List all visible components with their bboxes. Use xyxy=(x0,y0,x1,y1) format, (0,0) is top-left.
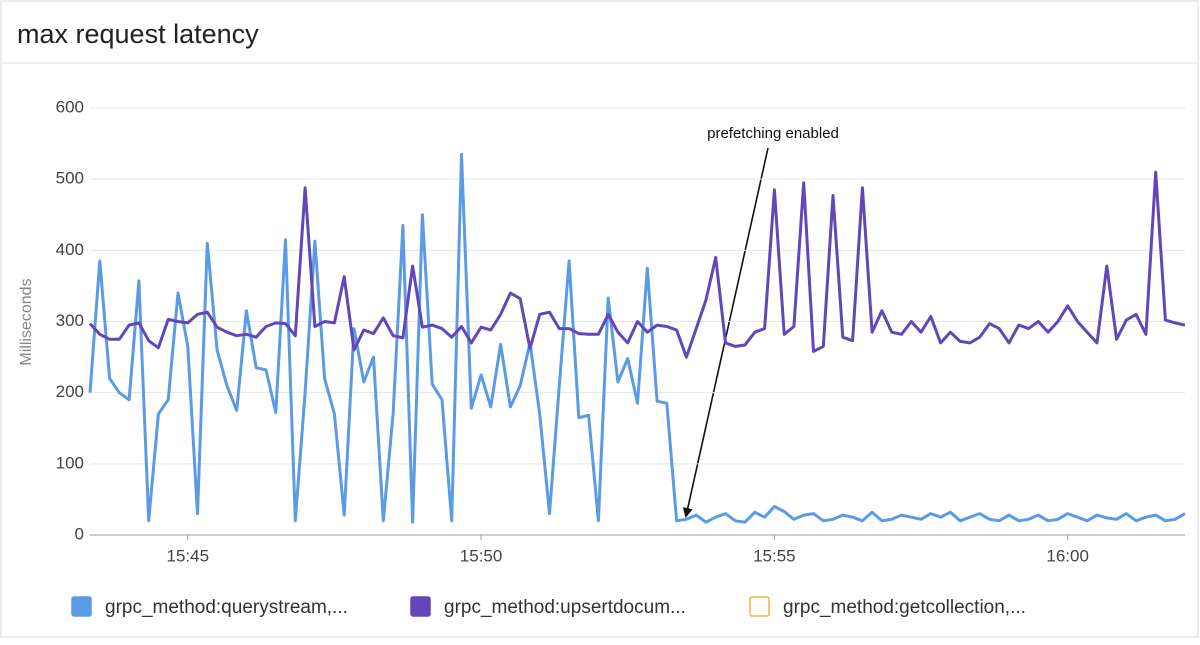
y-tick-label: 300 xyxy=(56,311,84,330)
legend-swatch xyxy=(410,596,431,617)
series-line xyxy=(88,152,1186,524)
y-tick-label: 400 xyxy=(56,240,84,259)
legend-label[interactable]: grpc_method:querystream,... xyxy=(105,597,348,618)
y-axis-label: Milliseconds xyxy=(18,278,35,365)
y-tick-label: 500 xyxy=(56,169,84,188)
y-tick-label: 0 xyxy=(75,524,84,543)
x-tick-label: 16:00 xyxy=(1046,546,1089,565)
series-line xyxy=(88,170,1186,359)
annotation: prefetching enabled xyxy=(707,125,839,142)
legend-label[interactable]: grpc_method:upsertdocum... xyxy=(444,597,686,618)
y-tick-label: 100 xyxy=(56,453,84,472)
chart-title: max request latency xyxy=(17,19,259,49)
legend-swatch xyxy=(749,596,770,617)
y-tick-label: 200 xyxy=(56,382,84,401)
x-tick-label: 15:45 xyxy=(166,546,209,565)
legend-label[interactable]: grpc_method:getcollection,... xyxy=(783,597,1026,618)
annotation-arrow xyxy=(682,147,769,518)
x-tick-label: 15:55 xyxy=(753,546,796,565)
x-tick-label: 15:50 xyxy=(460,546,503,565)
legend-swatch xyxy=(71,596,92,617)
y-tick-label: 600 xyxy=(56,97,84,116)
